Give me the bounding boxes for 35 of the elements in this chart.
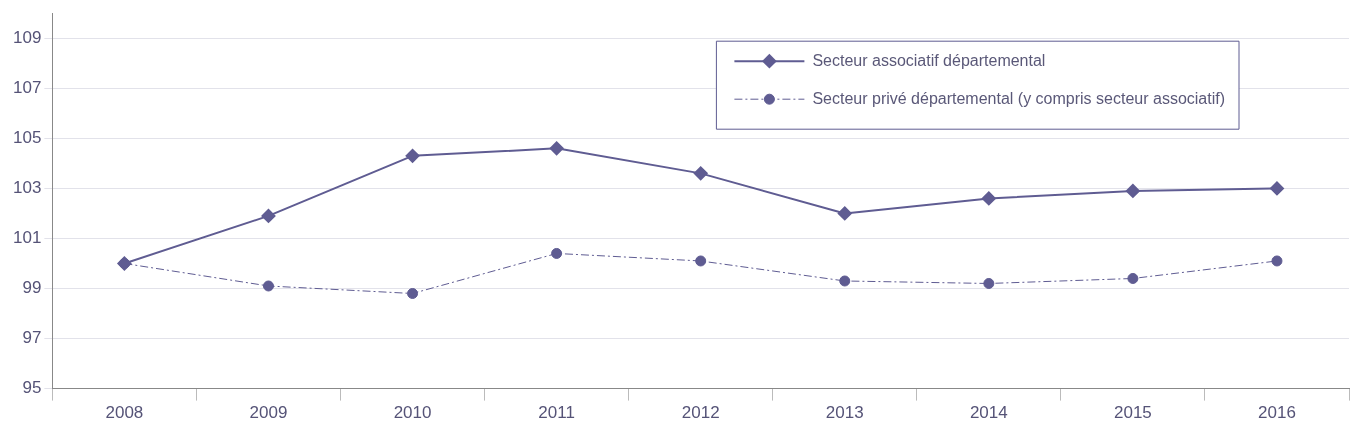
point: [1269, 181, 1284, 196]
y-tick-label: 97: [22, 328, 42, 348]
legend-label: Secteur associatif départemental: [812, 51, 1046, 69]
y-tick-label: 95: [22, 378, 42, 398]
y-tick-label: 105: [12, 128, 42, 148]
y-tick-label: 101: [12, 228, 42, 248]
point: [1125, 183, 1140, 198]
point: [407, 288, 419, 299]
legend-label: Secteur privé départemental (y compris secteur associatif): [812, 89, 1225, 107]
point: [695, 255, 707, 267]
point: [405, 148, 420, 163]
point: [693, 166, 708, 181]
point: [261, 208, 276, 223]
point: [1127, 272, 1139, 284]
x-tick-label: 2016: [1258, 403, 1296, 423]
point: [983, 277, 995, 289]
y-tick-label: 109: [12, 27, 42, 47]
x-tick-label: 2015: [1113, 403, 1152, 423]
y-tick-label: 99: [22, 278, 42, 298]
point: [981, 191, 996, 206]
x-tick-label: 2011: [538, 403, 575, 423]
x-tick-label: 2009: [249, 403, 288, 423]
point: [551, 247, 563, 259]
point: [1271, 255, 1283, 267]
point: [837, 206, 852, 221]
x-tick-label: 2013: [825, 403, 864, 423]
y-tick-label: 107: [12, 77, 42, 97]
point: [262, 280, 274, 292]
x-tick-label: 2008: [105, 403, 144, 423]
point: [839, 275, 851, 287]
point: [549, 141, 564, 156]
y-tick-label: 103: [12, 178, 42, 198]
x-tick-label: 2010: [393, 403, 432, 423]
x-tick-label: 2012: [681, 403, 720, 423]
x-tick-label: 2014: [969, 403, 1008, 423]
